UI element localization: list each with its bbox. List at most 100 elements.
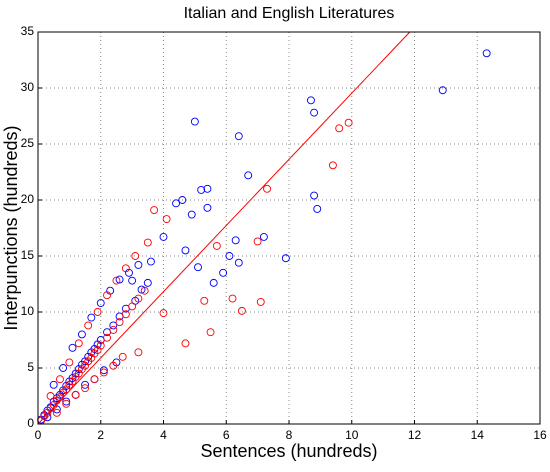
point xyxy=(52,408,61,417)
point xyxy=(219,268,228,277)
point xyxy=(49,380,58,389)
point xyxy=(328,161,337,170)
point xyxy=(203,184,212,193)
point xyxy=(212,241,221,250)
point xyxy=(84,321,93,330)
point xyxy=(131,252,140,260)
fit-line xyxy=(37,31,411,425)
point xyxy=(172,199,181,208)
x-tick-label: 8 xyxy=(286,428,293,442)
point xyxy=(93,308,102,316)
point xyxy=(313,205,322,213)
point xyxy=(162,215,171,223)
point xyxy=(259,233,268,241)
point xyxy=(263,184,271,193)
y-tick-label: 15 xyxy=(21,248,35,262)
point xyxy=(77,330,86,339)
point xyxy=(81,380,90,389)
y-tick-label: 25 xyxy=(21,136,35,150)
point xyxy=(118,352,127,361)
x-axis-label: Sentences (hundreds) xyxy=(200,441,377,461)
point xyxy=(281,254,290,263)
y-tick-label: 0 xyxy=(27,416,34,430)
point xyxy=(181,246,190,255)
point xyxy=(143,238,152,247)
point xyxy=(200,296,209,305)
point xyxy=(112,276,121,285)
point xyxy=(109,321,118,330)
point xyxy=(143,278,152,287)
point xyxy=(96,341,105,350)
point xyxy=(150,206,159,215)
point xyxy=(90,375,99,384)
y-tick-label: 10 xyxy=(21,304,35,318)
point xyxy=(307,96,315,105)
point xyxy=(344,118,353,127)
point xyxy=(65,358,74,367)
point xyxy=(96,299,105,307)
point xyxy=(115,318,124,327)
y-tick-label: 20 xyxy=(21,192,35,206)
point xyxy=(181,339,190,348)
x-tick-label: 10 xyxy=(345,428,359,442)
point xyxy=(74,339,83,348)
point xyxy=(209,278,218,287)
point xyxy=(203,203,212,212)
point xyxy=(59,364,68,372)
point xyxy=(134,348,143,357)
point xyxy=(206,328,215,337)
point xyxy=(237,306,246,315)
point xyxy=(159,309,168,318)
point xyxy=(62,397,71,406)
point xyxy=(71,390,80,399)
point xyxy=(253,237,262,246)
y-tick-label: 5 xyxy=(27,360,34,374)
x-tick-label: 14 xyxy=(471,428,485,442)
point xyxy=(178,196,187,204)
point xyxy=(482,49,491,58)
point xyxy=(56,375,64,384)
point xyxy=(46,392,55,400)
x-tick-label: 2 xyxy=(97,428,104,442)
point xyxy=(244,171,253,180)
chart-title: Italian and English Literatures xyxy=(184,5,395,22)
x-tick-label: 6 xyxy=(223,428,230,442)
point xyxy=(81,384,90,393)
x-tick-label: 0 xyxy=(35,428,42,442)
point xyxy=(228,294,237,303)
point xyxy=(197,185,206,194)
y-tick-label: 30 xyxy=(21,80,35,94)
point xyxy=(128,276,137,285)
point xyxy=(234,258,243,267)
point xyxy=(99,366,108,375)
point xyxy=(256,297,265,306)
point xyxy=(134,294,143,303)
point xyxy=(68,343,77,352)
point xyxy=(109,325,118,334)
point xyxy=(225,252,234,260)
point xyxy=(335,124,344,133)
plot-frame xyxy=(37,31,541,425)
point xyxy=(87,313,96,322)
point xyxy=(99,368,108,377)
point xyxy=(234,132,243,141)
point xyxy=(128,302,137,311)
point xyxy=(310,191,319,200)
point xyxy=(231,236,240,245)
y-tick-label: 35 xyxy=(21,24,35,38)
point xyxy=(121,310,130,319)
point xyxy=(140,286,149,295)
point xyxy=(190,117,199,126)
point xyxy=(159,233,168,241)
x-tick-label: 12 xyxy=(408,428,422,442)
y-axis-label: Interpunctions (hundreds) xyxy=(1,125,21,330)
point xyxy=(134,261,143,269)
point xyxy=(62,399,71,408)
point xyxy=(103,333,111,342)
point xyxy=(187,210,196,219)
x-tick-label: 4 xyxy=(160,428,167,442)
point xyxy=(103,291,111,300)
x-tick-label: 16 xyxy=(533,428,547,442)
